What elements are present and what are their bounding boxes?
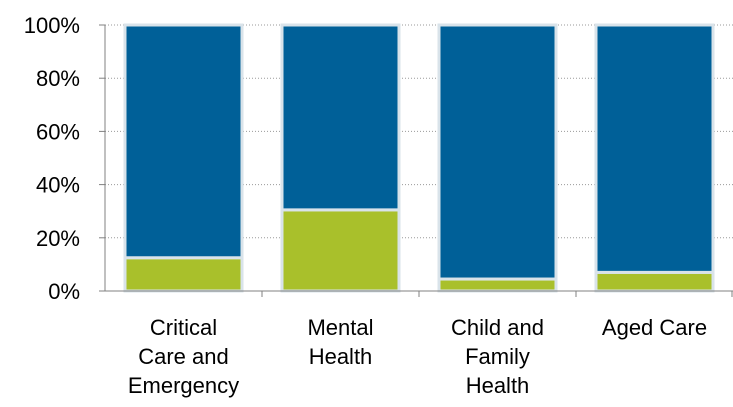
bars [123,23,715,293]
y-axis: 0% 20% 40% 60% 80% 100% [24,13,106,304]
x-category-label-line: Mental [307,315,373,340]
y-tick-label: 20% [36,226,80,251]
bar-segment [123,23,244,260]
y-tick-label: 80% [36,66,80,91]
x-category-label-line: Emergency [128,373,239,398]
x-category-label-line: Care and [138,344,229,369]
bar-segment [280,23,401,212]
x-category-label: Mental Health [307,315,373,369]
x-category-label: Child and Family Health [451,315,544,398]
x-category-label-line: Critical [150,315,217,340]
bar-segment [594,23,715,274]
y-tick-label: 60% [36,119,80,144]
x-category-label: Aged Care [602,315,707,340]
y-tick-label: 40% [36,173,80,198]
x-category-label-line: Child and [451,315,544,340]
y-tick-label: 100% [24,13,80,38]
x-category-label-line: Aged Care [602,315,707,340]
bar-segment [123,256,244,293]
x-category-label-line: Family [465,344,530,369]
x-category-label-line: Health [466,373,530,398]
x-category-label-line: Health [309,344,373,369]
bar-segment [437,277,558,293]
bar-segment [594,270,715,293]
bar-segment [437,23,558,281]
y-tick-label: 0% [48,279,80,304]
x-category-label: Critical Care and Emergency [128,315,239,398]
bar-segment [280,208,401,293]
